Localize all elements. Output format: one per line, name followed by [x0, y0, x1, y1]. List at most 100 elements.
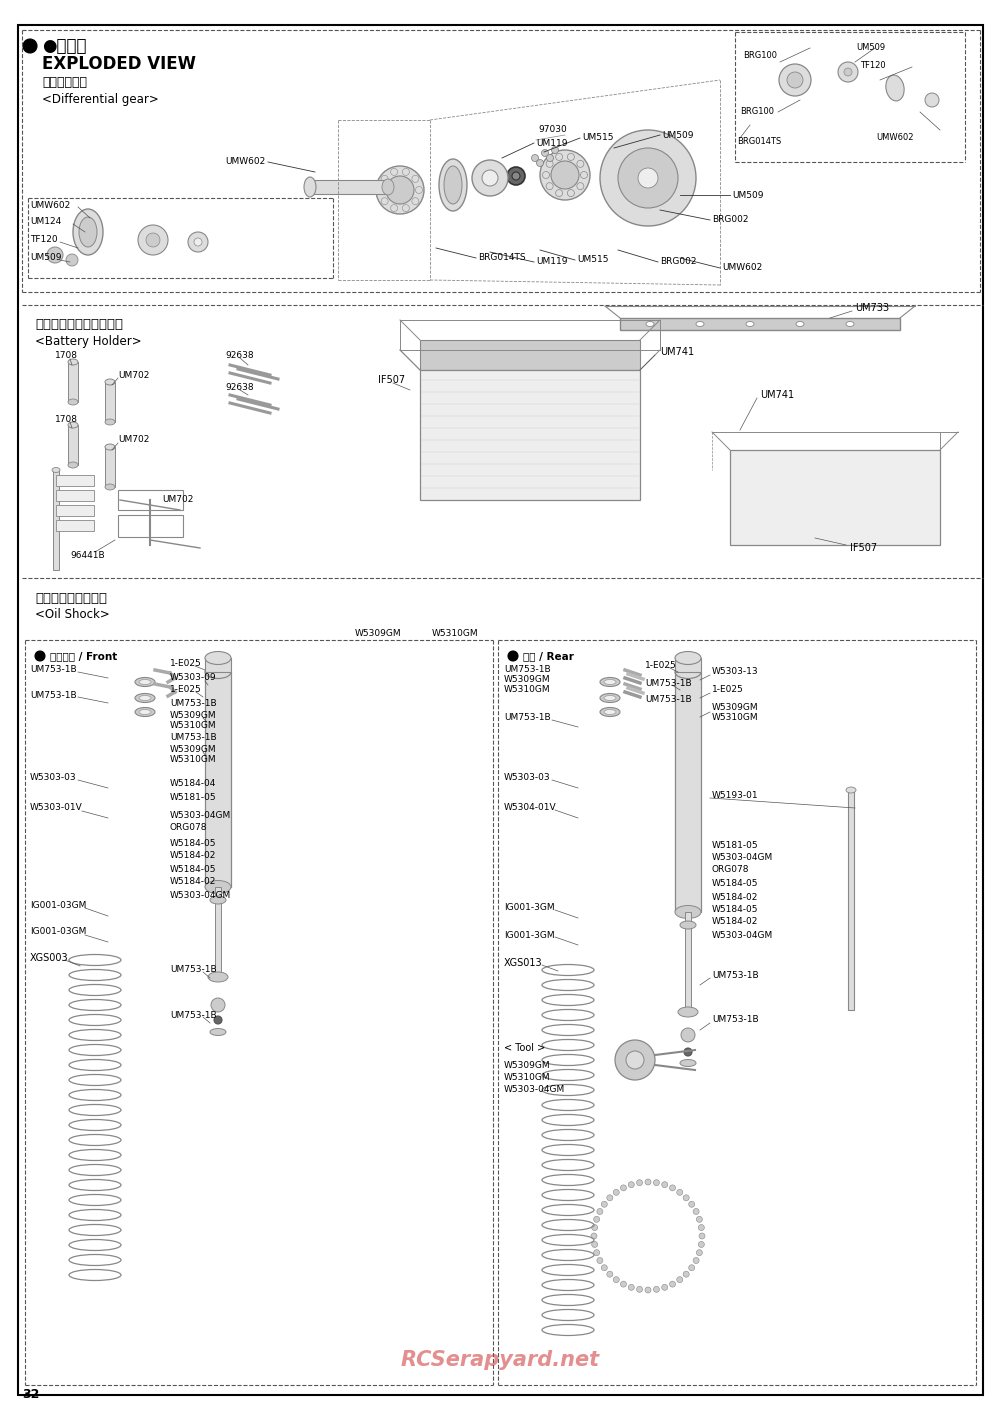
Bar — [118, 515, 183, 537]
Text: UM753-1B: UM753-1B — [712, 970, 759, 980]
Circle shape — [594, 1250, 600, 1256]
Circle shape — [696, 1216, 702, 1222]
Circle shape — [601, 1202, 607, 1208]
Circle shape — [146, 233, 160, 247]
Circle shape — [402, 205, 409, 212]
Text: W5181-05: W5181-05 — [712, 840, 759, 850]
Text: UM515: UM515 — [582, 133, 614, 143]
Text: W5310GM: W5310GM — [504, 686, 551, 694]
Text: BRG002: BRG002 — [660, 257, 696, 266]
Bar — [56, 491, 94, 501]
Circle shape — [607, 1271, 613, 1277]
Ellipse shape — [139, 696, 151, 700]
Circle shape — [47, 247, 63, 263]
Ellipse shape — [52, 468, 60, 472]
Text: W5184-04: W5184-04 — [170, 779, 216, 789]
Circle shape — [556, 154, 563, 160]
Text: UM741: UM741 — [760, 390, 794, 400]
Circle shape — [662, 1284, 668, 1291]
Bar — [56, 520, 94, 532]
Text: UM753-1B: UM753-1B — [30, 666, 77, 674]
Text: W5184-02: W5184-02 — [712, 892, 758, 902]
Text: < Tool >: < Tool > — [504, 1044, 545, 1053]
Bar — [56, 475, 94, 486]
Circle shape — [693, 1209, 699, 1215]
Ellipse shape — [105, 379, 115, 385]
Circle shape — [838, 62, 858, 82]
Ellipse shape — [68, 421, 78, 428]
Circle shape — [637, 1179, 643, 1186]
Ellipse shape — [79, 216, 97, 247]
Text: UM753-1B: UM753-1B — [170, 966, 217, 974]
Text: <Oil Shock>: <Oil Shock> — [35, 608, 110, 621]
Text: IG001-3GM: IG001-3GM — [504, 930, 555, 939]
Circle shape — [546, 182, 553, 189]
Text: IG001-03GM: IG001-03GM — [30, 901, 86, 909]
Text: UM753-1B: UM753-1B — [712, 1015, 759, 1025]
Circle shape — [698, 1225, 704, 1230]
Circle shape — [540, 150, 590, 199]
Circle shape — [677, 1189, 683, 1195]
Circle shape — [412, 175, 419, 182]
Circle shape — [386, 175, 414, 204]
Circle shape — [615, 1041, 655, 1080]
Circle shape — [653, 1179, 659, 1186]
Text: W5303-03: W5303-03 — [30, 773, 77, 782]
Circle shape — [787, 72, 803, 88]
Text: W5193-01: W5193-01 — [712, 790, 759, 799]
Text: 1-E025: 1-E025 — [170, 659, 202, 669]
Circle shape — [381, 175, 388, 182]
Ellipse shape — [105, 444, 115, 450]
Ellipse shape — [886, 75, 904, 100]
Text: <Differential gear>: <Differential gear> — [42, 92, 159, 106]
Text: 1-E025: 1-E025 — [712, 686, 744, 694]
Text: XGS013: XGS013 — [504, 959, 543, 969]
Bar — [420, 339, 640, 370]
Text: IF507: IF507 — [850, 543, 877, 553]
Ellipse shape — [73, 209, 103, 255]
Text: UMW602: UMW602 — [226, 157, 266, 167]
Circle shape — [670, 1185, 676, 1191]
Text: W5303-04GM: W5303-04GM — [170, 891, 231, 899]
Circle shape — [662, 1182, 668, 1188]
Text: W5303-04GM: W5303-04GM — [504, 1086, 565, 1094]
Ellipse shape — [304, 177, 316, 197]
Bar — [420, 370, 640, 501]
Bar — [848, 790, 854, 1010]
Circle shape — [594, 1216, 600, 1222]
Circle shape — [618, 148, 678, 208]
Bar — [105, 447, 115, 486]
Ellipse shape — [68, 462, 78, 468]
Text: ＜デフギヤ＞: ＜デフギヤ＞ — [42, 76, 87, 89]
Bar — [620, 318, 900, 329]
Text: UM753-1B: UM753-1B — [645, 696, 692, 704]
Circle shape — [556, 189, 563, 197]
Ellipse shape — [208, 971, 228, 981]
Circle shape — [214, 1017, 222, 1024]
Text: UM753-1B: UM753-1B — [170, 1011, 217, 1019]
Circle shape — [844, 68, 852, 76]
Ellipse shape — [696, 321, 704, 327]
Circle shape — [35, 650, 45, 660]
Text: UM702: UM702 — [162, 495, 193, 505]
Text: W5309GM: W5309GM — [504, 676, 551, 684]
Ellipse shape — [678, 1007, 698, 1017]
Circle shape — [508, 650, 518, 660]
Ellipse shape — [604, 710, 616, 714]
Circle shape — [138, 225, 168, 255]
Circle shape — [607, 1195, 613, 1200]
Ellipse shape — [646, 321, 654, 327]
Ellipse shape — [382, 180, 394, 195]
Text: ＜オイルダンパー＞: ＜オイルダンパー＞ — [35, 591, 107, 605]
Text: UM119: UM119 — [536, 257, 568, 266]
Circle shape — [592, 1225, 598, 1230]
Circle shape — [600, 130, 696, 226]
Circle shape — [376, 165, 424, 214]
Circle shape — [551, 161, 579, 189]
Text: UM741: UM741 — [660, 346, 694, 356]
Ellipse shape — [105, 419, 115, 426]
Bar — [53, 469, 59, 570]
Bar — [730, 450, 940, 544]
Text: ＜バッテリーホルダー＞: ＜バッテリーホルダー＞ — [35, 318, 123, 331]
Text: 97030: 97030 — [538, 126, 567, 134]
